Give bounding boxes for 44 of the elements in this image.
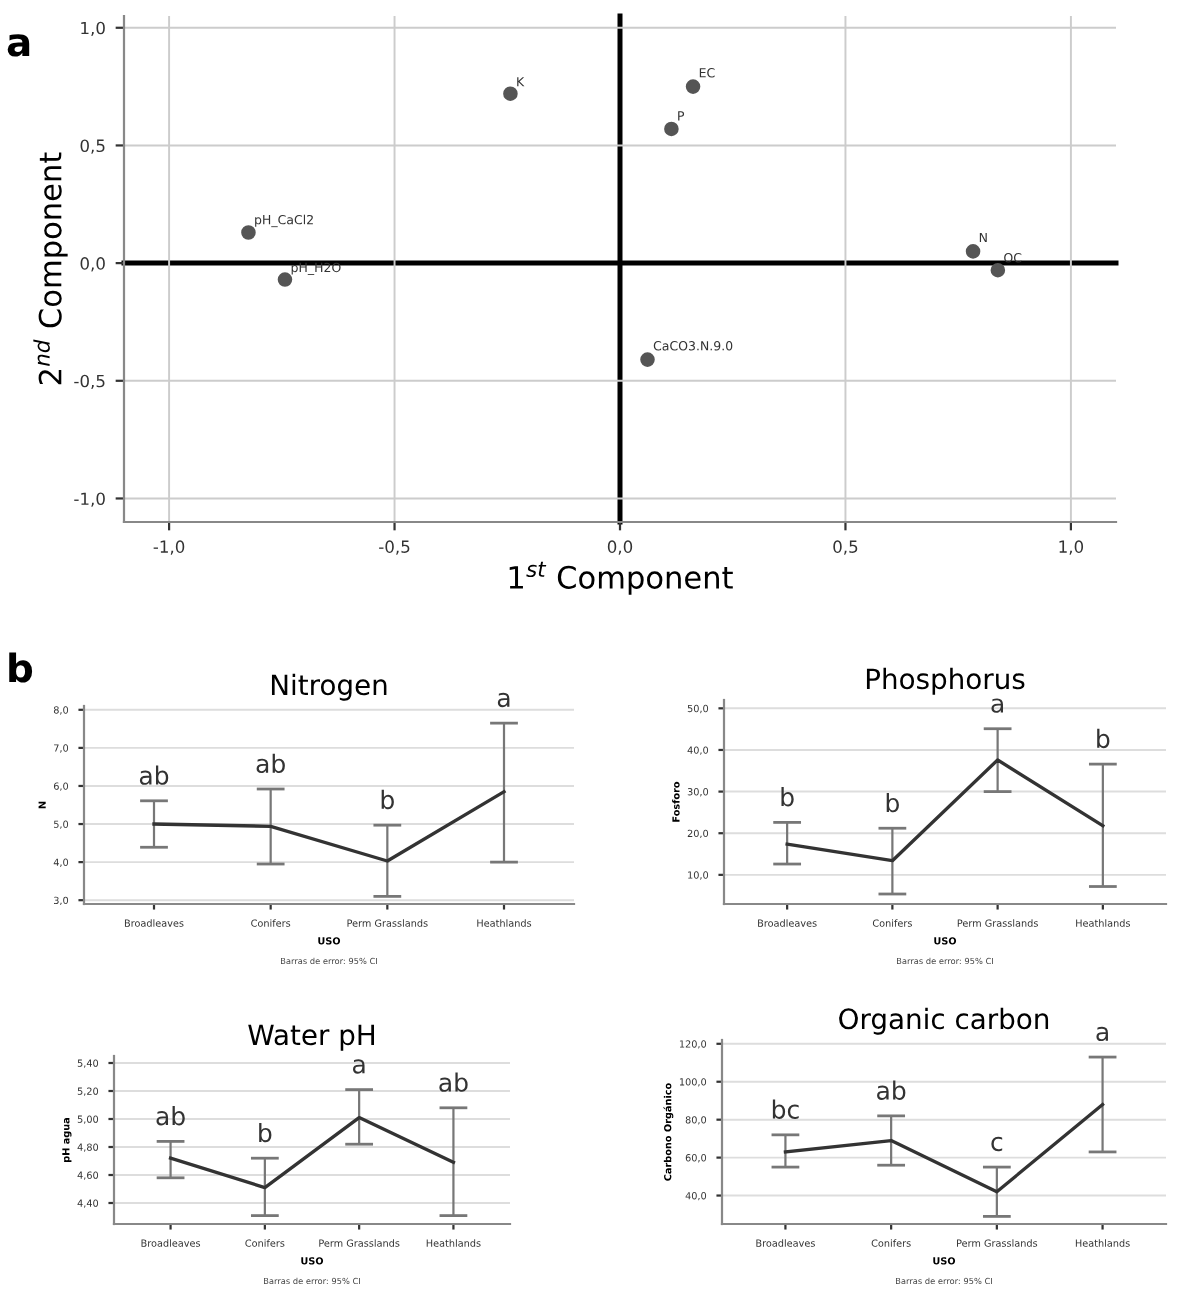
x-tick-label: 1,0: [1059, 540, 1084, 555]
line-series: [152, 790, 506, 863]
annotation: a: [991, 698, 1004, 713]
point: [277, 272, 293, 287]
chart-title: Organic carbon: [839, 1007, 1049, 1035]
annotation: a: [352, 1059, 365, 1074]
annotation: a: [497, 692, 510, 708]
text: b: [9, 652, 33, 683]
point: [685, 79, 701, 94]
annotation: ab: [256, 753, 285, 774]
point: [503, 86, 518, 101]
annotation: a: [1096, 1026, 1108, 1042]
x-tick-label: 0,0: [607, 540, 633, 555]
point: [640, 352, 655, 367]
annotation: ab: [156, 1106, 185, 1126]
point: [241, 225, 256, 240]
annotation: bc: [772, 1099, 799, 1119]
chart-title: Water pH: [248, 1024, 375, 1051]
chart-title: Phosphorus: [866, 667, 1025, 695]
annotation: b: [1097, 728, 1110, 749]
y-tick-label: -0,5: [74, 374, 105, 390]
line-series: [785, 758, 1105, 863]
annotation: c: [991, 1136, 1003, 1152]
x-axis-title: 1$^{st}$ Component: [509, 561, 733, 595]
y-tick-label: 0,0: [80, 257, 105, 272]
point: [990, 262, 1006, 278]
annotation: ab: [439, 1072, 468, 1092]
annotation: b: [781, 787, 794, 807]
annotation: b: [381, 789, 394, 810]
point: [965, 244, 981, 259]
annotation: b: [886, 792, 899, 813]
x-tick-label: -0,5: [379, 540, 410, 555]
x-tick-label: 0,5: [833, 540, 858, 555]
y-tick-label: 1,0: [81, 21, 105, 37]
chart-title: Nitrogen: [271, 673, 387, 701]
x-tick-label: -1,0: [153, 540, 185, 555]
y-axis-title: 2$^{nd}$ Component: [33, 152, 68, 385]
point: [664, 121, 679, 137]
y-tick-label: -1,0: [74, 492, 105, 507]
y-tick-label: 0,5: [80, 139, 105, 154]
text: a: [7, 34, 30, 57]
annotation: ab: [139, 765, 169, 785]
annotation: ab: [877, 1080, 906, 1100]
annotation: b: [259, 1122, 272, 1143]
